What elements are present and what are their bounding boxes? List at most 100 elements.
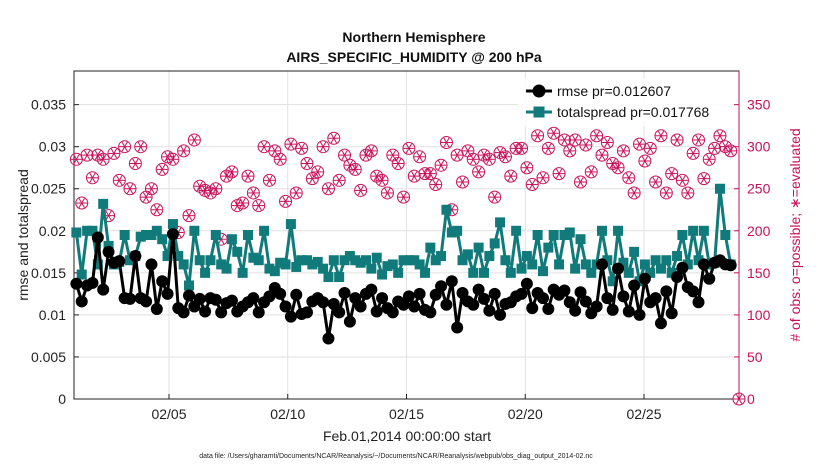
legend: rmse pr=0.012607 totalspread pr=0.017768 bbox=[518, 78, 734, 126]
possible-point bbox=[321, 182, 335, 196]
totalspread-point bbox=[688, 225, 699, 236]
totalspread-point bbox=[564, 227, 575, 238]
evaluated-point bbox=[526, 179, 538, 190]
totalspread-point bbox=[301, 255, 312, 266]
evaluated-point bbox=[408, 171, 420, 182]
evaluated-point bbox=[301, 158, 313, 169]
possible-point bbox=[150, 203, 164, 217]
totalspread-point bbox=[511, 225, 522, 236]
totalspread-point bbox=[441, 204, 452, 215]
rmse-point bbox=[386, 306, 399, 319]
possible-point bbox=[316, 140, 330, 154]
left-tick-label: 0.015 bbox=[31, 265, 66, 281]
rmse-point bbox=[536, 292, 549, 305]
evaluated-point bbox=[709, 143, 721, 154]
rmse-point bbox=[477, 292, 490, 305]
totalspread-point bbox=[672, 251, 683, 262]
chart-title-line2: AIRS_SPECIFIC_HUMIDITY @ 200 hPa bbox=[286, 49, 542, 65]
right-axis: 0 50 100 150 200 250 300 350 bbox=[734, 71, 771, 407]
left-tick-label: 0.035 bbox=[31, 97, 66, 113]
rmse-point bbox=[574, 286, 587, 299]
rmse-point bbox=[279, 300, 292, 313]
evaluated-point bbox=[317, 141, 329, 152]
rmse-point bbox=[402, 290, 415, 303]
totalspread-point bbox=[146, 230, 157, 240]
evaluated-point bbox=[489, 192, 501, 203]
evaluated-point bbox=[135, 141, 147, 152]
rmse-point bbox=[290, 288, 303, 301]
evaluated-point bbox=[542, 143, 554, 154]
evaluated-point bbox=[430, 179, 442, 190]
possible-point bbox=[638, 154, 652, 168]
evaluated-point bbox=[537, 172, 549, 183]
evaluated-point bbox=[655, 130, 667, 141]
evaluated-point bbox=[188, 134, 200, 145]
totalspread-point bbox=[478, 267, 489, 278]
evaluated-point bbox=[312, 166, 324, 177]
evaluated-point bbox=[607, 158, 619, 169]
evaluated-point bbox=[521, 162, 533, 173]
x-tick-label: 02/20 bbox=[508, 406, 543, 422]
x-tick-label: 02/15 bbox=[389, 406, 424, 422]
evaluated-point bbox=[478, 150, 490, 161]
possible-point bbox=[697, 172, 711, 186]
evaluated-point bbox=[440, 137, 452, 148]
evaluated-point bbox=[698, 173, 710, 184]
totalspread-point bbox=[232, 246, 243, 257]
rmse-point bbox=[322, 332, 335, 345]
totalspread-point bbox=[285, 219, 296, 230]
left-tick-label: 0 bbox=[58, 391, 66, 407]
totalspread-point bbox=[489, 238, 500, 249]
totalspread-point bbox=[98, 198, 109, 209]
possible-point bbox=[289, 186, 303, 200]
possible-point bbox=[724, 144, 738, 158]
possible-point bbox=[622, 171, 636, 185]
rmse-point bbox=[343, 315, 356, 328]
possible-point bbox=[380, 186, 394, 200]
possible-point bbox=[649, 175, 663, 189]
totalspread-point bbox=[237, 267, 248, 278]
totalspread-point bbox=[548, 230, 559, 240]
evaluated-point bbox=[660, 187, 672, 198]
evaluated-point bbox=[108, 148, 120, 159]
possible-point bbox=[123, 182, 137, 196]
evaluated-point bbox=[76, 198, 88, 209]
possible-point bbox=[375, 173, 389, 187]
possible-point bbox=[397, 190, 411, 204]
evaluated-point bbox=[355, 185, 367, 196]
x-axis-label: Feb.01,2014 00:00:00 start bbox=[323, 428, 491, 444]
rmse-point bbox=[558, 284, 571, 297]
left-tick-label: 0.02 bbox=[39, 223, 66, 239]
rmse-point bbox=[145, 258, 158, 271]
possible-point bbox=[209, 182, 223, 196]
evaluated-point bbox=[349, 164, 361, 175]
evaluated-point bbox=[623, 172, 635, 183]
possible-point bbox=[713, 129, 727, 143]
series-possible bbox=[69, 126, 746, 406]
possible-point bbox=[348, 162, 362, 176]
possible-point bbox=[182, 209, 196, 223]
left-tick-label: 0.025 bbox=[31, 181, 66, 197]
evaluated-point bbox=[156, 164, 168, 175]
left-axis-label: rmse and totalspread bbox=[15, 169, 31, 301]
right-tick-label: 300 bbox=[747, 139, 771, 155]
rmse-point bbox=[703, 272, 716, 285]
totalspread-point bbox=[596, 225, 607, 236]
totalspread-point bbox=[554, 259, 565, 270]
totalspread-point bbox=[360, 255, 371, 266]
evaluated-point bbox=[124, 183, 136, 194]
possible-point bbox=[590, 129, 604, 143]
evaluated-point bbox=[322, 183, 334, 194]
totalspread-point bbox=[200, 267, 211, 278]
totalspread-point bbox=[221, 263, 232, 274]
totalspread-point bbox=[532, 230, 543, 240]
rmse-point bbox=[424, 306, 437, 319]
evaluated-point bbox=[591, 130, 603, 141]
possible-point bbox=[407, 169, 421, 183]
possible-point bbox=[574, 175, 588, 189]
totalspread-point bbox=[645, 267, 656, 278]
possible-point bbox=[488, 190, 502, 204]
possible-point bbox=[402, 141, 416, 155]
totalspread-point bbox=[119, 230, 130, 240]
totalspread-point bbox=[629, 246, 640, 257]
